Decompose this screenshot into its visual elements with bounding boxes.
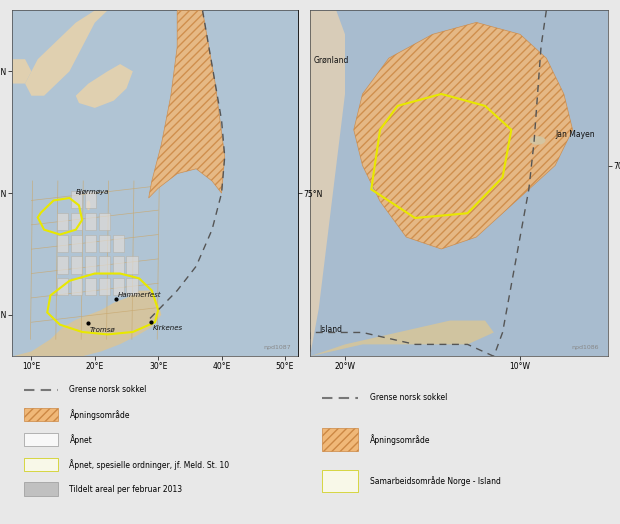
Text: Åpningsområde: Åpningsområde xyxy=(69,409,130,420)
Text: Grønland: Grønland xyxy=(314,56,349,65)
Polygon shape xyxy=(149,10,224,198)
Polygon shape xyxy=(354,23,573,249)
Text: Åpnet: Åpnet xyxy=(69,434,92,445)
Bar xyxy=(24,408,58,421)
Text: npd1087: npd1087 xyxy=(264,345,291,350)
Bar xyxy=(99,278,110,296)
Polygon shape xyxy=(310,10,345,356)
Bar xyxy=(99,213,110,230)
Bar xyxy=(85,213,96,230)
Text: Tildelt areal per februar 2013: Tildelt areal per februar 2013 xyxy=(69,485,182,494)
Text: Hammerfest: Hammerfest xyxy=(118,292,162,298)
Polygon shape xyxy=(12,59,32,83)
Text: Bjørmøya: Bjørmøya xyxy=(76,189,109,195)
Bar xyxy=(85,235,96,252)
Bar xyxy=(24,457,58,471)
Bar xyxy=(57,213,68,230)
Bar xyxy=(71,235,82,252)
Bar xyxy=(85,278,96,296)
Polygon shape xyxy=(529,136,546,145)
Bar xyxy=(99,235,110,252)
Bar xyxy=(113,256,124,274)
Bar xyxy=(85,191,96,208)
Bar xyxy=(57,256,68,274)
Bar xyxy=(99,256,110,274)
Text: Grense norsk sokkel: Grense norsk sokkel xyxy=(370,394,447,402)
Polygon shape xyxy=(25,10,107,96)
Bar xyxy=(71,278,82,296)
Bar xyxy=(322,470,358,493)
Bar xyxy=(71,256,82,274)
Text: Kirkenes: Kirkenes xyxy=(153,325,182,331)
Polygon shape xyxy=(12,291,161,356)
Polygon shape xyxy=(76,64,133,108)
Polygon shape xyxy=(310,321,494,356)
Text: Åpnet, spesielle ordninger, jf. Meld. St. 10: Åpnet, spesielle ordninger, jf. Meld. St… xyxy=(69,459,229,470)
Bar xyxy=(85,256,96,274)
Bar xyxy=(57,235,68,252)
Polygon shape xyxy=(87,201,91,210)
Bar xyxy=(126,278,138,296)
Text: Jan Mayen: Jan Mayen xyxy=(555,130,595,139)
Bar xyxy=(126,256,138,274)
Text: Åpningsområde: Åpningsområde xyxy=(370,434,430,445)
Text: npd1086: npd1086 xyxy=(572,345,599,350)
Text: Grense norsk sokkel: Grense norsk sokkel xyxy=(69,385,147,394)
Bar xyxy=(322,428,358,451)
Bar xyxy=(113,278,124,296)
Text: Tromsø: Tromsø xyxy=(90,327,116,333)
Bar xyxy=(24,433,58,446)
Text: Island: Island xyxy=(319,325,342,334)
Text: Samarbeidsområde Norge - Island: Samarbeidsområde Norge - Island xyxy=(370,476,500,486)
Bar xyxy=(57,278,68,296)
Bar xyxy=(71,213,82,230)
Bar xyxy=(24,483,58,496)
Bar xyxy=(113,235,124,252)
Bar xyxy=(71,191,82,208)
